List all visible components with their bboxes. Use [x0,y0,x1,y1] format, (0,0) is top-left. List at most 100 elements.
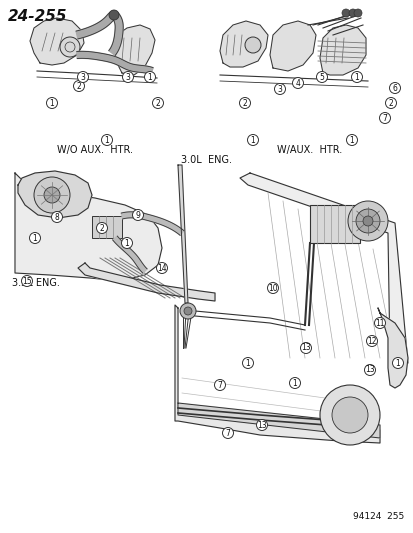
Circle shape [74,80,84,92]
Circle shape [379,112,389,124]
Circle shape [156,262,167,273]
Text: 3: 3 [125,72,130,82]
Circle shape [244,37,260,53]
Polygon shape [76,11,123,55]
Text: 1: 1 [104,135,109,144]
Circle shape [347,201,387,241]
Circle shape [222,427,233,439]
Text: 9: 9 [135,211,140,220]
Text: 1: 1 [395,359,399,367]
Circle shape [21,276,33,287]
Circle shape [331,397,367,433]
Circle shape [351,71,362,83]
Text: 7: 7 [217,381,222,390]
Text: 1: 1 [50,99,54,108]
Circle shape [316,71,327,83]
Text: 13: 13 [301,343,310,352]
Bar [92,216,122,238]
Circle shape [363,365,375,376]
Circle shape [46,98,57,109]
Circle shape [341,9,349,17]
Circle shape [60,37,80,57]
Text: 14: 14 [157,263,166,272]
Polygon shape [240,173,407,365]
Text: 2: 2 [76,82,81,91]
Bar [309,205,359,243]
Circle shape [77,71,88,83]
Circle shape [348,9,356,17]
Polygon shape [114,25,154,75]
Circle shape [29,232,40,244]
Text: 2: 2 [242,99,247,108]
Circle shape [355,209,379,233]
Circle shape [144,71,155,83]
Text: 2: 2 [100,223,104,232]
Text: 1: 1 [292,378,297,387]
Text: 3.3L ENG.: 3.3L ENG. [12,278,60,288]
Text: 4: 4 [295,78,300,87]
Polygon shape [269,21,315,71]
Circle shape [51,212,62,222]
Circle shape [292,77,303,88]
Circle shape [247,134,258,146]
Circle shape [180,303,195,319]
Text: 11: 11 [374,319,384,327]
Text: 1: 1 [245,359,250,367]
Circle shape [152,98,163,109]
Text: 12: 12 [366,336,376,345]
Circle shape [44,187,60,203]
Text: 5: 5 [319,72,324,82]
Text: 6: 6 [392,84,396,93]
Circle shape [353,9,361,17]
Circle shape [362,216,372,226]
Text: 15: 15 [22,277,32,286]
Polygon shape [175,305,379,443]
Polygon shape [219,21,267,67]
Text: 1: 1 [124,238,129,247]
Circle shape [366,335,377,346]
Text: 7: 7 [225,429,230,438]
Polygon shape [178,165,188,303]
Circle shape [101,134,112,146]
Circle shape [374,318,385,328]
Text: 24-255: 24-255 [8,9,67,24]
Polygon shape [112,236,147,273]
Polygon shape [30,18,84,65]
Text: 1: 1 [354,72,358,82]
Circle shape [122,71,133,83]
Text: 2: 2 [155,99,160,108]
Circle shape [256,419,267,431]
Circle shape [319,385,379,445]
Circle shape [242,358,253,368]
Text: 1: 1 [349,135,354,144]
Polygon shape [76,51,153,74]
Circle shape [34,177,70,213]
Text: 1: 1 [33,233,37,243]
Text: 7: 7 [382,114,387,123]
Circle shape [300,343,311,353]
Text: W/O AUX.  HTR.: W/O AUX. HTR. [57,145,133,155]
Polygon shape [15,173,161,281]
Polygon shape [78,263,214,301]
Circle shape [109,10,119,20]
Text: 2: 2 [388,99,392,108]
Text: 13: 13 [364,366,374,375]
Text: 10: 10 [268,284,277,293]
Polygon shape [121,212,183,235]
Text: W/AUX.  HTR.: W/AUX. HTR. [277,145,342,155]
Circle shape [389,83,399,93]
Text: 94124  255: 94124 255 [352,512,403,521]
Circle shape [121,238,132,248]
Circle shape [183,307,192,315]
Polygon shape [178,403,379,438]
Circle shape [385,98,396,109]
Text: 1: 1 [147,72,152,82]
Circle shape [289,377,300,389]
Text: 1: 1 [250,135,255,144]
Text: 13: 13 [256,421,266,430]
Text: 3: 3 [277,85,282,93]
Circle shape [239,98,250,109]
Circle shape [392,358,403,368]
Polygon shape [18,171,92,218]
Polygon shape [319,25,365,75]
